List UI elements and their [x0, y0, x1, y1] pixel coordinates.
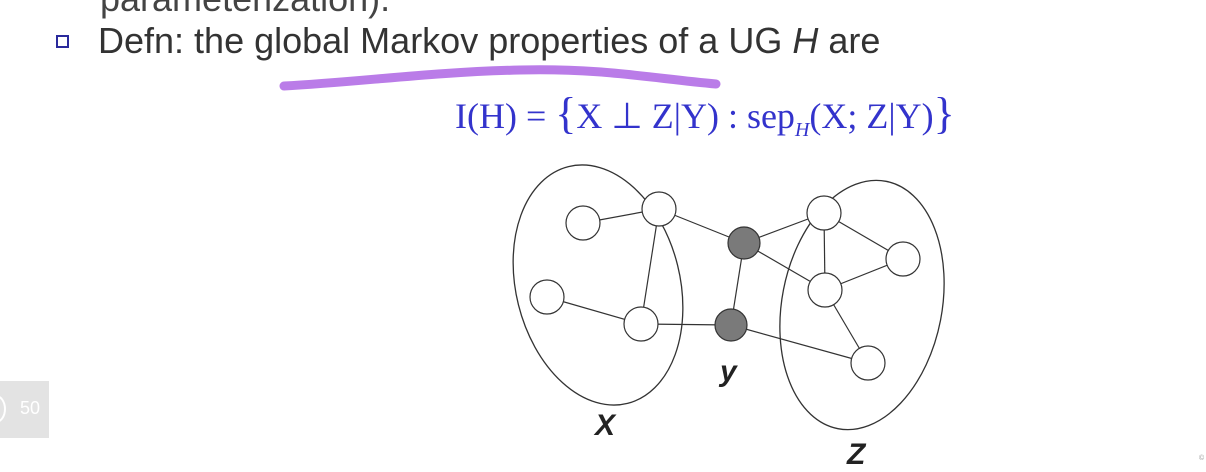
node-z1 [806, 195, 842, 231]
label-z: Z [846, 438, 867, 471]
node-z2 [885, 241, 921, 277]
cutoff-previous-line: parameterization). [100, 0, 390, 20]
slide-number-badge: 50 [0, 381, 49, 438]
highlight-stroke [279, 65, 721, 91]
node-x2 [641, 191, 677, 227]
node-x1 [565, 205, 601, 241]
formula-subscript: H [794, 119, 810, 141]
node-y1 [727, 226, 761, 260]
node-z3 [807, 272, 843, 308]
formula-independence: X ⊥ Z [576, 96, 674, 136]
definition-suffix: are [818, 20, 881, 61]
label-x: X [593, 409, 617, 442]
badge-arc-icon [0, 395, 6, 423]
node-y2 [714, 308, 748, 342]
set-z-ellipse [779, 179, 945, 431]
definition-var: H [792, 20, 819, 61]
formula-open-brace: { [555, 89, 577, 138]
definition-text: Defn: the global Markov properties of a … [98, 20, 880, 62]
node-x3 [529, 279, 565, 315]
label-y: y [718, 355, 738, 388]
copyright-mark: © [1199, 455, 1205, 462]
formula-conditioning: |Y) : sep [673, 96, 795, 136]
node-x4 [623, 306, 659, 342]
formula-lhs: I(H) = [455, 96, 556, 136]
formula-sep-args: (X; Z|Y) [809, 96, 934, 136]
square-bullet-icon [56, 35, 69, 48]
slide-number: 50 [20, 398, 41, 418]
global-markov-formula: I(H) = {X ⊥ Z|Y) : sepH(X; Z|Y)} [455, 88, 955, 142]
set-x-ellipse [512, 164, 684, 406]
formula-close-brace: } [933, 89, 955, 138]
graph-nodes [529, 191, 921, 381]
node-z4 [850, 345, 886, 381]
definition-prefix: Defn: the global Markov properties of a … [98, 20, 793, 61]
